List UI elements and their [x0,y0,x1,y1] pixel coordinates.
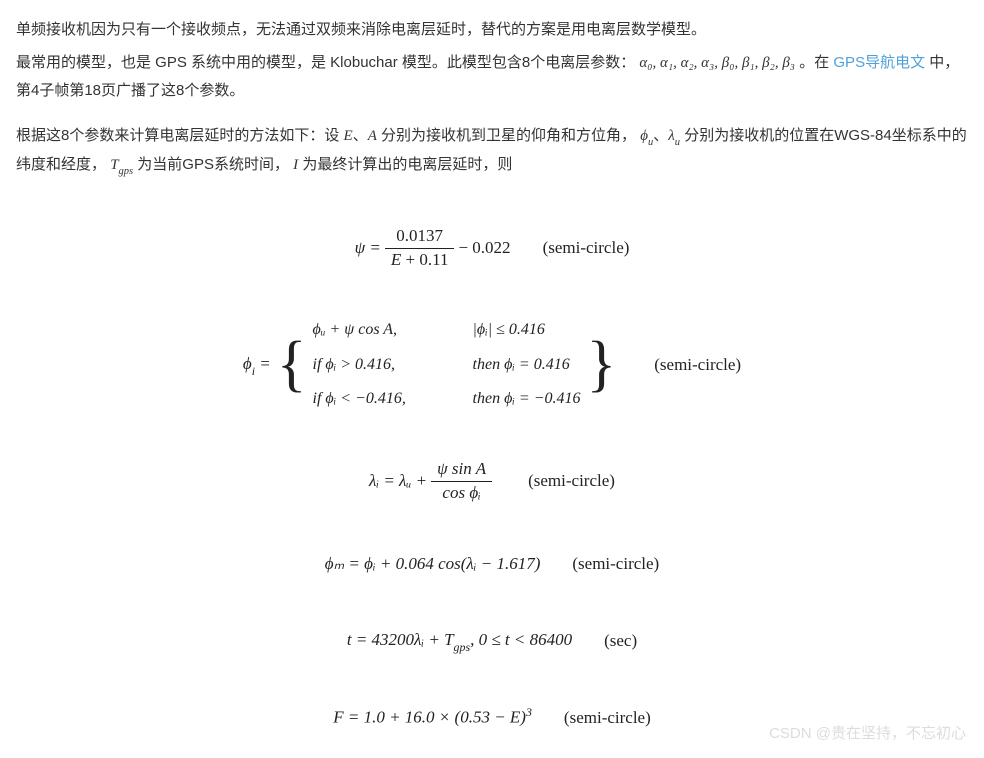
text: 。在 [799,54,829,71]
alpha-beta-params: α₀, α₁, α₂, α₃, β₀, β₁, β₂, β₃ [639,55,795,71]
eq-body: F = 1.0 + 16.0 × (0.53 − E)3 [333,701,532,734]
paragraph-2: 最常用的模型，也是 GPS 系统中用的模型，是 Klobuchar 模型。此模型… [16,49,968,106]
equation-lambda-i: λᵢ = λᵤ + ψ sin A cos ϕᵢ (semi-circle) [16,458,968,504]
unit-label: (semi-circle) [564,702,651,734]
eq-rhs: − 0.022 [458,232,510,264]
fraction: ψ sin A cos ϕᵢ [431,458,492,504]
var-A: A [368,128,377,144]
text: 分别为接收机到卫星的仰角和方位角， [381,127,636,144]
text: 为当前GPS系统时间， [137,156,289,173]
eq-body: t = 43200λᵢ + Tgps, 0 ≤ t < 86400 [347,624,572,657]
fraction: 0.0137 E + 0.11 [385,225,455,271]
var-E: E [344,128,353,144]
var-phi-u: ϕu [640,128,653,144]
equation-psi: ψ = 0.0137 E + 0.11 − 0.022 (semi-circle… [16,225,968,271]
text: 为最终计算出的电离层延时，则 [302,156,512,173]
var-I: I [293,157,298,173]
var-Tgps: Tgps [110,157,133,173]
unit-label: (semi-circle) [654,349,741,381]
unit-label: (semi-circle) [528,465,615,497]
equation-t: t = 43200λᵢ + Tgps, 0 ≤ t < 86400 (sec) [16,624,968,657]
right-brace-icon: } [580,337,622,393]
gps-nav-link[interactable]: GPS导航电文 [833,54,925,71]
var-lambda-u: λu [668,128,680,144]
equation-phi-i: ϕi = { ϕᵤ + ψ cos A,|ϕᵢ| ≤ 0.416 if ϕᵢ >… [16,315,968,414]
cases: ϕᵤ + ψ cos A,|ϕᵢ| ≤ 0.416 if ϕᵢ > 0.416,… [313,315,581,414]
equation-F: F = 1.0 + 16.0 × (0.53 − E)3 (semi-circl… [16,701,968,734]
eq-lhs: ψ = [355,232,381,264]
unit-label: (sec) [604,625,637,657]
eq-lhs: λᵢ = λᵤ + [369,465,427,497]
paragraph-1: 单频接收机因为只有一个接收频点，无法通过双频来消除电离层延时，替代的方案是用电离… [16,16,968,45]
text: 最常用的模型，也是 GPS 系统中用的模型，是 Klobuchar 模型。此模型… [16,54,635,71]
unit-label: (semi-circle) [543,232,630,264]
unit-label: (semi-circle) [572,548,659,580]
paragraph-3: 根据这8个参数来计算电离层延时的方法如下：设 E、A 分别为接收机到卫星的仰角和… [16,122,968,182]
eq-lhs: ϕi = [243,348,271,381]
equation-phi-m: ϕₘ = ϕᵢ + 0.064 cos(λᵢ − 1.617) (semi-ci… [16,548,968,580]
left-brace-icon: { [271,337,313,393]
eq-body: ϕₘ = ϕᵢ + 0.064 cos(λᵢ − 1.617) [325,548,541,580]
text: 根据这8个参数来计算电离层延时的方法如下：设 [16,127,344,144]
